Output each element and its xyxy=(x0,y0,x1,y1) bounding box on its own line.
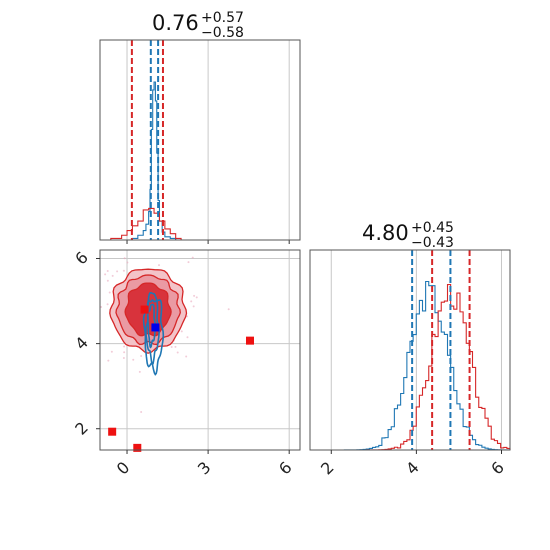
background-point xyxy=(140,354,143,357)
background-point xyxy=(123,345,126,348)
x-tick-label: 0 xyxy=(113,458,134,479)
background-point xyxy=(174,345,177,348)
truth-marker-red xyxy=(140,305,149,314)
background-point xyxy=(187,261,190,264)
param1-title-minus: −0.58 xyxy=(201,25,244,41)
x-tick-label: 4 xyxy=(402,458,423,479)
param1-marginal-grid xyxy=(126,40,290,240)
background-point xyxy=(227,308,230,311)
param2-title-minus: −0.43 xyxy=(411,235,454,251)
background-point xyxy=(100,305,103,308)
param2-marginal-panel: 2 4 6 4.80 +0.45 −0.43 xyxy=(309,220,511,478)
background-point xyxy=(190,300,193,303)
y-tick-label: 4 xyxy=(71,333,92,354)
joint-y-ticks: 2 4 6 xyxy=(71,248,100,439)
background-point xyxy=(106,279,109,282)
y-tick-label: 6 xyxy=(71,248,92,269)
param2-title-plus: +0.45 xyxy=(411,220,454,236)
param1-marginal-panel: 0.76 +0.57 −0.58 xyxy=(99,10,301,244)
x-tick-label: 3 xyxy=(194,458,215,479)
background-point xyxy=(123,257,126,260)
histogram-series-red xyxy=(100,207,187,241)
truth-marker-red xyxy=(108,427,117,436)
param1-title-value: 0.76 xyxy=(152,11,199,35)
background-point xyxy=(192,305,195,308)
background-point xyxy=(111,274,114,277)
background-point xyxy=(107,359,110,362)
background-point xyxy=(126,261,129,264)
histogram-series-blue xyxy=(100,81,182,241)
background-point xyxy=(123,351,126,354)
background-point xyxy=(170,346,173,349)
blue-contour-inner xyxy=(146,303,157,349)
background-point xyxy=(191,256,194,259)
param2-title-value: 4.80 xyxy=(362,221,409,245)
histogram-series-blue xyxy=(310,280,511,451)
histogram-series-red xyxy=(310,284,511,451)
background-point xyxy=(195,296,198,299)
truth-marker-red xyxy=(133,443,142,452)
truth-marker-blue xyxy=(151,323,160,332)
background-point xyxy=(158,264,161,267)
background-point xyxy=(180,330,183,333)
param1-marginal-frame xyxy=(99,39,301,241)
background-point xyxy=(116,270,119,273)
background-point xyxy=(122,269,125,272)
background-point xyxy=(108,291,111,294)
truth-marker-red xyxy=(246,336,254,345)
background-point xyxy=(122,356,125,359)
param2-marginal-quantile-lines xyxy=(411,250,471,450)
background-point xyxy=(176,351,179,354)
background-point xyxy=(193,294,196,297)
blue-contour-middle xyxy=(145,299,160,366)
background-point xyxy=(106,270,109,273)
background-point xyxy=(110,350,113,353)
x-tick-label: 2 xyxy=(317,458,338,479)
joint-panel: 0 3 6 2 4 6 xyxy=(71,248,301,478)
param1-marginal-quantile-lines xyxy=(130,40,164,240)
param2-marginal-frame xyxy=(309,249,511,451)
joint-x-ticks: 0 3 6 xyxy=(113,450,296,478)
background-point xyxy=(186,336,189,339)
x-tick-label: 6 xyxy=(275,458,296,479)
blue-contour-outer xyxy=(142,292,165,376)
param2-x-ticks: 2 4 6 xyxy=(317,450,508,478)
background-point xyxy=(140,411,143,414)
background-point xyxy=(106,303,109,306)
x-tick-label: 6 xyxy=(487,458,508,479)
background-point xyxy=(186,315,189,318)
param1-marginal-histograms xyxy=(100,81,290,244)
y-tick-label: 2 xyxy=(71,418,92,439)
background-point xyxy=(132,358,135,361)
joint-markers xyxy=(108,305,254,452)
param1-title-plus: +0.57 xyxy=(201,10,244,26)
param2-marginal-histograms xyxy=(310,280,511,451)
joint-contours xyxy=(109,268,188,376)
background-point xyxy=(138,370,141,373)
joint-frame xyxy=(99,249,301,451)
background-point xyxy=(185,355,188,358)
background-point xyxy=(104,273,107,276)
